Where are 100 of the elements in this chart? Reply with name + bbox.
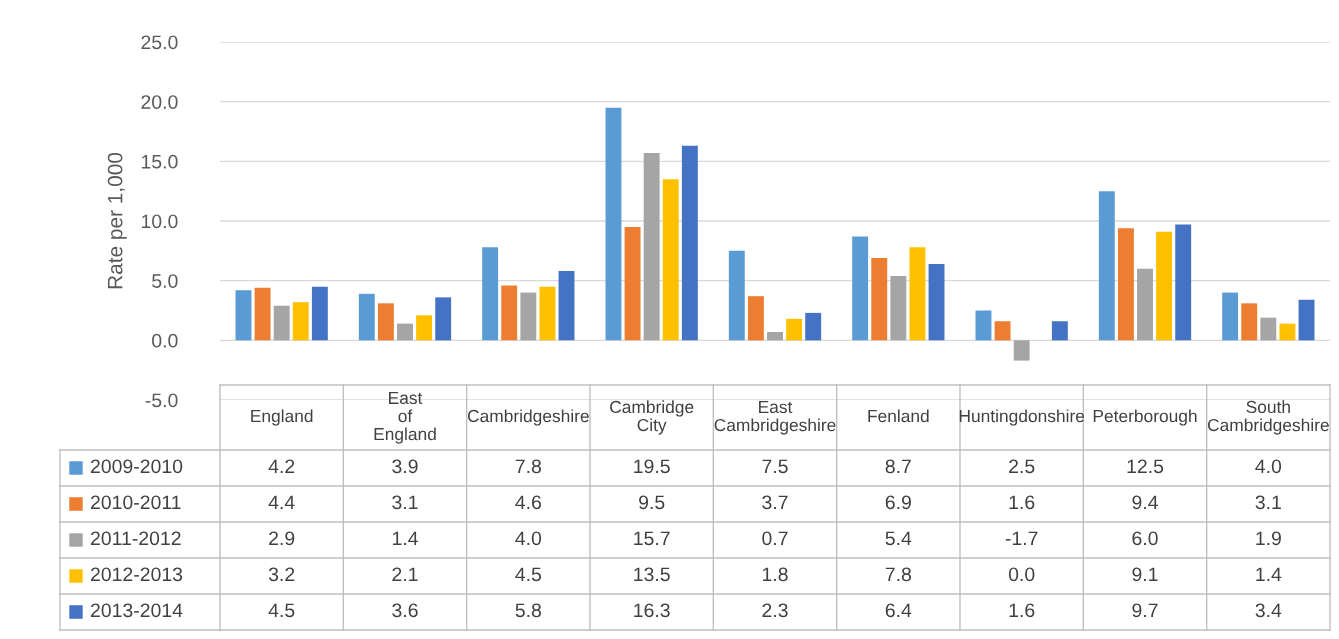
y-tick-label: 10.0 (141, 214, 178, 229)
data-label: -1.7 (1005, 531, 1038, 546)
data-label: 0.7 (762, 531, 788, 546)
bar (852, 236, 869, 341)
bar (994, 321, 1011, 341)
bar (358, 293, 375, 341)
x-tick-label: South Cambridgeshire (1207, 400, 1329, 435)
data-label: 7.8 (515, 459, 541, 474)
bar (311, 286, 328, 341)
bar (377, 303, 394, 341)
data-label: 2.9 (269, 531, 295, 546)
data-label: 4.5 (268, 603, 295, 618)
y-tick-label: -5.0 (145, 393, 178, 408)
bar (254, 287, 271, 341)
bar (871, 257, 888, 341)
bar (747, 296, 764, 341)
data-label: 9.7 (1132, 603, 1158, 618)
data-label: 2.3 (762, 603, 788, 618)
bar (520, 292, 537, 341)
bar (397, 323, 413, 341)
data-label: 3.7 (762, 495, 788, 510)
data-label: 7.8 (885, 567, 911, 582)
bar (1117, 228, 1134, 341)
bar (539, 286, 556, 341)
data-label: 4.0 (515, 531, 542, 546)
bar (728, 250, 745, 341)
data-label: 4.2 (268, 459, 295, 474)
x-tick-label: Peterborough (1093, 409, 1197, 426)
data-label: 3.1 (392, 495, 418, 510)
bar (435, 297, 452, 341)
y-tick-label: 20.0 (141, 95, 178, 109)
bar (975, 310, 992, 341)
data-label: 4.5 (515, 567, 542, 582)
bar (1241, 303, 1258, 341)
bar (1051, 321, 1068, 341)
data-label: 1.4 (392, 531, 418, 546)
data-label: 1.9 (1256, 531, 1281, 546)
data-label: 4.0 (1255, 459, 1282, 474)
data-label: 12.5 (1127, 459, 1164, 474)
bar (416, 315, 433, 341)
x-tick-label: East of England (374, 391, 436, 444)
data-label: 3.4 (1255, 603, 1282, 618)
bar (1260, 317, 1277, 341)
x-tick-label: Fenland (868, 409, 929, 423)
data-label: 19.5 (634, 459, 670, 474)
bar (1279, 323, 1296, 341)
data-label: 6.4 (885, 603, 912, 618)
bar (662, 179, 679, 341)
bar (1298, 299, 1315, 341)
bar (235, 290, 252, 341)
data-label: 5.4 (885, 531, 912, 546)
bar (767, 331, 783, 341)
y-tick-label: 5.0 (152, 274, 178, 288)
bar (558, 271, 575, 341)
y-axis-title: Rate per 1,000 (107, 152, 127, 289)
bar (681, 145, 698, 341)
bar (1013, 340, 1030, 361)
data-label: 8.7 (885, 459, 911, 474)
bar (909, 247, 926, 341)
data-label: 5.8 (515, 603, 541, 618)
bar (1098, 191, 1115, 341)
data-label: 0.0 (1008, 567, 1035, 582)
data-label: 9.1 (1132, 567, 1158, 582)
data-label: 4.4 (268, 495, 295, 510)
data-label: 7.5 (762, 459, 788, 474)
legend-label: 2010-2011 (90, 495, 181, 510)
bar (1222, 292, 1239, 341)
data-label: 3.6 (392, 603, 418, 618)
data-label: 13.5 (634, 567, 670, 582)
data-label: 4.6 (515, 495, 541, 510)
data-label: 9.5 (639, 495, 665, 510)
y-tick-label: 15.0 (141, 154, 178, 169)
bar (1137, 268, 1153, 341)
bar (890, 275, 907, 341)
data-label: 1.4 (1256, 567, 1282, 582)
x-tick-label: East Cambridgeshire (714, 401, 836, 435)
data-label: 2.5 (1009, 459, 1035, 474)
data-label: 3.9 (392, 459, 418, 474)
data-label: 16.3 (634, 603, 670, 618)
data-label: 1.6 (1009, 495, 1035, 510)
data-label: 6.0 (1132, 531, 1158, 546)
bar (1156, 231, 1173, 341)
bar (501, 285, 518, 341)
bar (805, 312, 822, 341)
legend-label: 2012-2013 (90, 567, 183, 582)
bar (1175, 224, 1192, 341)
data-label: 9.4 (1132, 495, 1158, 510)
bar (643, 152, 660, 341)
y-tick-label: 0.0 (152, 333, 178, 348)
bar (928, 263, 945, 341)
data-label: 2.1 (392, 567, 418, 582)
y-tick-label: 25.0 (141, 35, 178, 50)
data-label: 1.8 (762, 567, 788, 582)
data-label: 6.9 (885, 495, 911, 510)
bar (273, 305, 290, 341)
bar (292, 302, 309, 341)
legend-label: 2013-2014 (90, 603, 183, 618)
data-label: 1.6 (1009, 603, 1035, 618)
x-tick-label: Cambridgeshire (467, 409, 589, 426)
data-label: 15.7 (634, 531, 670, 546)
